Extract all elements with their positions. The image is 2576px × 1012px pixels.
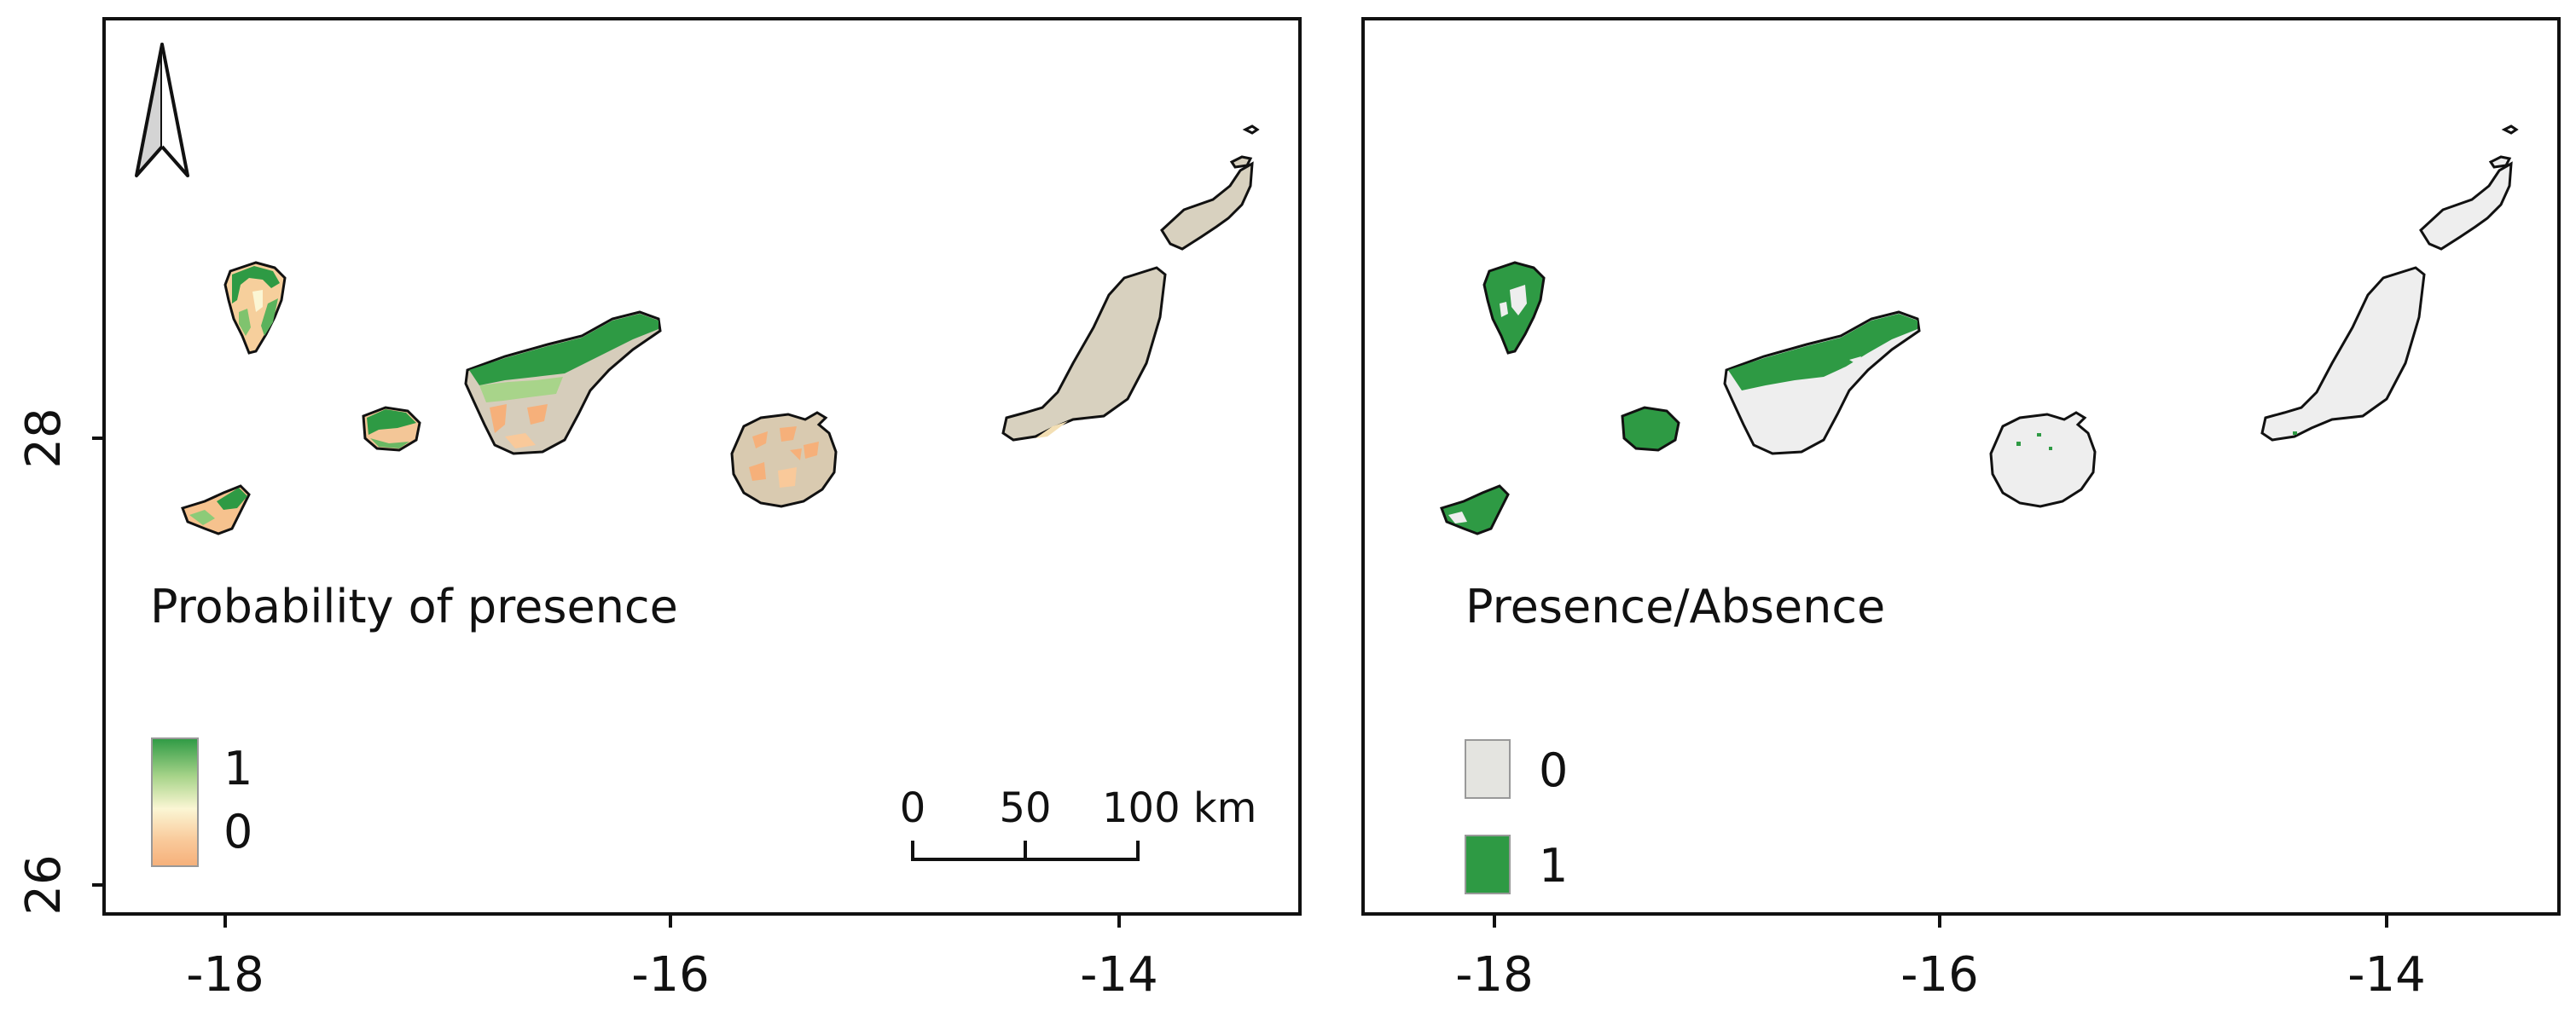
island-gran-canaria <box>1989 411 2097 508</box>
island-la-palma <box>223 261 287 355</box>
island-la-gomera <box>1621 406 1680 452</box>
scale-label-0: 0 <box>900 784 926 832</box>
probability-map-panel: Probability of presence 1 0 0 50 100 km <box>102 17 1302 916</box>
scale-label-100: 100 km <box>1102 784 1256 832</box>
legend-title: Probability of presence <box>150 580 678 633</box>
x-tick-label: -18 <box>186 947 264 1003</box>
island-el-hierro <box>1440 484 1510 535</box>
x-tick-label: -16 <box>1900 947 1978 1003</box>
x-axis-right: -18 -16 -14 <box>1455 914 2426 1003</box>
island-tenerife <box>1723 310 1921 455</box>
legend-high-label: 1 <box>223 742 252 795</box>
legend-title: Presence/Absence <box>1465 580 1885 633</box>
island-fuerteventura <box>2260 266 2426 442</box>
island-tenerife <box>464 310 662 455</box>
map-frame <box>102 17 1302 916</box>
north-arrow-icon <box>135 43 189 177</box>
island-fuerteventura <box>1001 266 1167 442</box>
legend-swatch-presence <box>1465 835 1511 894</box>
legend-swatch-absence <box>1465 739 1511 799</box>
presence-absence-panel: Presence/Absence 0 1 <box>1361 17 2561 916</box>
legend-colorbar <box>151 737 199 867</box>
island-la-gomera <box>362 406 421 452</box>
island-gran-canaria <box>730 411 838 508</box>
scale-label-50: 50 <box>999 784 1051 832</box>
y-tick-label-28: 28 <box>16 408 72 468</box>
x-tick-label: -14 <box>1080 947 1157 1003</box>
y-tick-label-26: 26 <box>16 854 72 915</box>
x-axis-left: -18 -16 -14 <box>186 914 1158 1003</box>
legend-label-absence: 0 <box>1539 743 1568 797</box>
island-el-hierro <box>181 484 251 535</box>
x-tick-label: -16 <box>631 947 709 1003</box>
legend-low-label: 0 <box>223 805 252 859</box>
x-tick-label: -14 <box>2347 947 2425 1003</box>
map-frame <box>1361 17 2561 916</box>
scale-bar: 0 50 100 km <box>900 784 1256 861</box>
legend-label-presence: 1 <box>1539 839 1568 893</box>
island-la-palma <box>1482 261 1546 355</box>
x-tick-label: -18 <box>1455 947 1533 1003</box>
y-axis: 28 26 <box>16 408 104 916</box>
